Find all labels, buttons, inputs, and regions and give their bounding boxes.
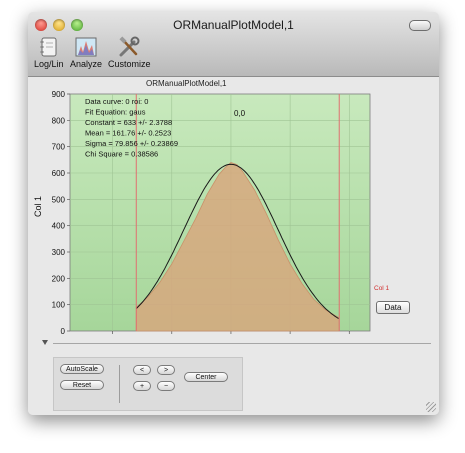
- fit-info-box: Data curve: 0 roi: 0 Fit Equation: gausCo…: [85, 97, 178, 159]
- legend-label: Col 1: [374, 285, 390, 292]
- plot-title: ORManualPlotModel,1: [146, 79, 227, 88]
- plot-content: ORManualPlotModel,1 0 100 200 300 400 500 600 7…: [28, 77, 439, 415]
- y-tick-label: 0: [61, 327, 66, 336]
- shift-left-button[interactable]: <: [133, 365, 151, 375]
- minimize-window-button[interactable]: [53, 19, 65, 31]
- y-tick-label: 500: [52, 195, 66, 204]
- fit-info-line: Constant = 633 +/- 2.3788: [85, 118, 172, 127]
- y-tick-label: 100: [52, 301, 66, 310]
- shift-right-button[interactable]: >: [157, 365, 175, 375]
- col1-histogram: [135, 162, 340, 332]
- tools-icon: [119, 36, 140, 57]
- analyze-chart-icon: [75, 37, 97, 57]
- toolbar-log-lin-button[interactable]: Log/Lin: [34, 36, 64, 69]
- toolbar-toggle-button[interactable]: [409, 20, 431, 31]
- zoom-in-button[interactable]: +: [133, 381, 151, 391]
- toolbar-analyze-button[interactable]: Analyze: [70, 36, 102, 69]
- notebook-icon: [40, 37, 57, 57]
- app-window: ORManualPlotModel,1 Log/Lin Analyze: [28, 12, 439, 415]
- resize-grip[interactable]: [426, 402, 436, 412]
- x-tick-label: 300: [165, 336, 179, 337]
- x-tick-label: 500: [283, 336, 297, 337]
- y-tick-label: 200: [52, 274, 66, 283]
- fit-info-line: Sigma = 79.856 +/- 0.23869: [85, 139, 178, 148]
- reset-button[interactable]: Reset: [60, 380, 104, 390]
- center-button[interactable]: Center: [184, 372, 228, 382]
- fit-info-line: Fit Equation: gaus: [85, 108, 146, 117]
- fit-info-line: Chi Square = 0.38586: [85, 150, 158, 159]
- y-axis-label: Col 1: [33, 196, 43, 217]
- x-tick-label: 600: [343, 336, 357, 337]
- y-tick-label: 300: [52, 248, 66, 257]
- disclosure-triangle-icon[interactable]: [42, 340, 48, 345]
- toolbar-log-lin-label: Log/Lin: [34, 59, 64, 69]
- y-tick-label: 400: [52, 222, 66, 231]
- divider: [53, 343, 431, 344]
- y-tick-label: 600: [52, 169, 66, 178]
- window-title: ORManualPlotModel,1: [173, 18, 294, 32]
- zoom-window-button[interactable]: [71, 19, 83, 31]
- y-tick-label: 900: [52, 90, 66, 99]
- y-tick-label: 800: [52, 116, 66, 125]
- toolbar-customize-label: Customize: [108, 59, 151, 69]
- data-button[interactable]: Data: [376, 301, 410, 314]
- zoom-out-button[interactable]: −: [157, 381, 175, 391]
- toolbar-customize-button[interactable]: Customize: [108, 36, 151, 69]
- fit-info-line: Data curve: 0 roi: 0: [85, 97, 148, 106]
- y-tick-label: 700: [52, 143, 66, 152]
- close-window-button[interactable]: [35, 19, 47, 31]
- fit-info-line: Mean = 161.76 +/- 0.2523: [85, 129, 171, 138]
- plot-controls-box: AutoScale Reset < > + − Center: [53, 357, 243, 411]
- autoscale-button[interactable]: AutoScale: [60, 364, 104, 374]
- x-tick-label: 200: [106, 336, 120, 337]
- title-bar: ORManualPlotModel,1 Log/Lin Analyze: [28, 12, 439, 77]
- gaus-fit-curve: [135, 163, 339, 320]
- cursor-readout: 0,0: [234, 109, 246, 118]
- toolbar-analyze-label: Analyze: [70, 59, 103, 69]
- x-tick-label: 400: [224, 336, 238, 337]
- plot-chart[interactable]: 0 100 200 300 400 500 600 700 800 900 200 300 400 500…: [28, 77, 439, 337]
- control-separator: [119, 365, 120, 403]
